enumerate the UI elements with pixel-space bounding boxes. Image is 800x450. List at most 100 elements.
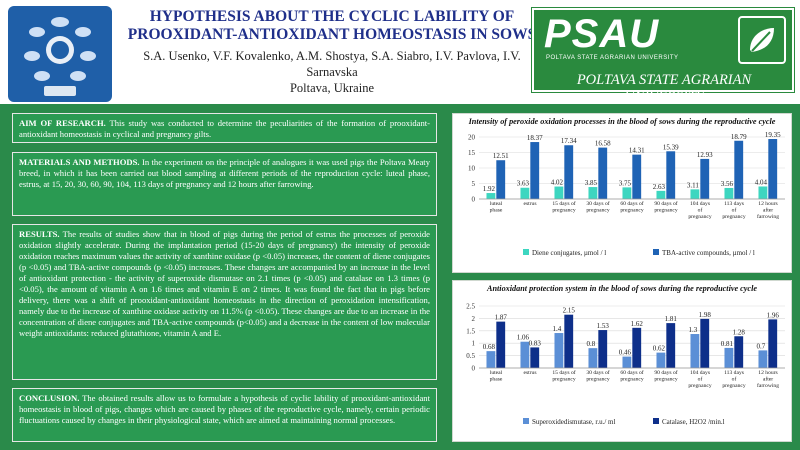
peroxide-chart-panel: Intensity of peroxide oxidation processe… <box>452 113 792 273</box>
bar-series-a <box>724 187 734 199</box>
data-label: 4.04 <box>755 178 768 186</box>
bar-series-a <box>656 352 666 368</box>
bar-series-a <box>486 351 496 368</box>
legend-label: Catalase, H2O2 /min.l <box>662 418 725 426</box>
legend-swatch <box>653 418 659 424</box>
x-tick-label: 113 days of pregnancy <box>722 370 745 389</box>
bar-series-b <box>564 145 574 199</box>
legend-label: Superoxidedismutase, r.u./ ml <box>532 418 615 426</box>
peroxide-chart-title: Intensity of peroxide oxidation processe… <box>468 117 776 126</box>
y-tick-label: 10 <box>468 165 476 173</box>
data-label: 1.3 <box>689 326 698 334</box>
animals-emblem-icon <box>24 17 96 96</box>
bar-series-b <box>632 327 642 368</box>
data-label: 19.35 <box>765 131 781 139</box>
results-heading: RESULTS. <box>19 229 60 239</box>
psau-wordmark: PSAU <box>544 12 660 56</box>
bar-series-b <box>666 323 676 368</box>
data-label: 0.8 <box>587 340 596 348</box>
bar-series-b <box>768 139 778 199</box>
y-tick-label: 0 <box>472 196 476 204</box>
bar-series-a <box>554 333 564 368</box>
author-list: S.A. Usenko, V.F. Kovalenko, A.M. Shosty… <box>143 49 521 79</box>
conclusion-heading: CONCLUSION. <box>19 393 80 403</box>
data-label: 1.28 <box>733 328 746 336</box>
y-tick-label: 20 <box>468 134 476 142</box>
data-label: 1.87 <box>495 314 508 322</box>
antioxidant-chart-title: Antioxidant protection system in the blo… <box>487 284 757 293</box>
data-label: 0.7 <box>757 342 766 350</box>
bar-series-b <box>598 330 608 368</box>
x-tick-label: luteal phase <box>490 201 503 214</box>
data-label: 3.11 <box>687 181 699 189</box>
bar-series-b <box>734 336 744 368</box>
x-tick-label: 113 days of pregnancy <box>722 201 745 220</box>
x-tick-label: 12 hours after farrowing <box>757 370 779 389</box>
bar-series-b <box>530 347 540 368</box>
data-label: 1.98 <box>699 311 712 319</box>
university-logo: PSAU POLTAVA STATE AGRARIAN UNIVERSITY P… <box>531 7 795 105</box>
data-label: 18.37 <box>527 134 543 142</box>
y-tick-label: 5 <box>472 180 476 188</box>
bar-series-a <box>520 187 530 199</box>
x-tick-label: 90 days of pregnancy <box>654 200 678 214</box>
psau-wordmark-subtitle: POLTAVA STATE AGRARIAN UNIVERSITY <box>546 55 679 61</box>
aim-section: AIM OF RESEARCH. This study was conducte… <box>12 113 437 143</box>
legend-label: Diene conjugates, µmol / l <box>532 249 606 257</box>
methods-text: In the experiment on the principle of an… <box>19 157 430 189</box>
x-tick-label: 60 days of pregnancy <box>620 369 644 383</box>
data-label: 1.81 <box>665 315 678 323</box>
x-tick-label: 15 days of pregnancy <box>552 369 576 383</box>
bar-series-a <box>758 186 768 199</box>
x-tick-label: estrus <box>523 370 536 376</box>
bar-series-b <box>734 140 744 199</box>
bar-series-a <box>690 334 700 368</box>
data-label: 14.31 <box>629 147 645 155</box>
bar-series-a <box>486 193 496 199</box>
data-label: 17.34 <box>561 137 577 145</box>
bar-series-b <box>666 151 676 199</box>
data-label: 0.62 <box>653 345 666 353</box>
bar-series-a <box>588 348 598 368</box>
data-label: 3.85 <box>585 179 598 187</box>
bar-series-a <box>622 356 632 368</box>
data-label: 0.68 <box>483 343 496 351</box>
data-label: 1.06 <box>517 334 530 342</box>
bar-series-a <box>690 189 700 199</box>
university-name: POLTAVA STATE AGRARIAN UNIVERSITY <box>576 72 752 105</box>
results-section: RESULTS. The results of studies show tha… <box>12 224 437 380</box>
data-label: 16.58 <box>595 140 611 148</box>
bar-series-b <box>564 314 574 368</box>
leaf-icon <box>738 16 786 64</box>
data-label: 18.79 <box>731 133 747 141</box>
y-tick-label: 2.5 <box>466 303 475 311</box>
legend-swatch <box>523 418 529 424</box>
bar-series-a <box>554 186 564 199</box>
x-tick-label: 30 days of pregnancy <box>586 369 610 383</box>
data-label: 3.75 <box>619 179 632 187</box>
poster-header: HYPOTHESIS ABOUT THE CYCLIC LABILITY OF … <box>0 0 800 105</box>
data-label: 1.4 <box>553 325 562 333</box>
x-tick-label: 15 days of pregnancy <box>552 200 576 214</box>
bar-series-b <box>530 142 540 199</box>
bar-series-b <box>598 147 608 199</box>
bar-series-a <box>724 347 734 368</box>
aim-heading: AIM OF RESEARCH. <box>19 118 106 128</box>
conclusion-text: The obtained results allow us to formula… <box>19 393 430 425</box>
methods-heading: MATERIALS AND METHODS. <box>19 157 140 167</box>
data-label: 15.39 <box>663 143 679 151</box>
author-location: Poltava, Ukraine <box>289 81 374 95</box>
bar-series-a <box>622 187 632 199</box>
results-text: The results of studies show that in bloo… <box>19 229 430 338</box>
y-tick-label: 0 <box>472 365 476 373</box>
x-tick-label: estrus <box>523 201 536 207</box>
x-tick-label: 12 hours after farrowing <box>757 201 779 220</box>
bar-series-b <box>700 158 710 199</box>
y-tick-label: 1.5 <box>466 327 475 335</box>
data-label: 0.81 <box>721 340 734 348</box>
data-label: 3.63 <box>517 180 530 188</box>
data-label: 4.02 <box>551 179 564 187</box>
data-label: 1.62 <box>631 320 644 328</box>
y-tick-label: 2 <box>472 315 476 323</box>
bar-series-a <box>520 341 530 368</box>
